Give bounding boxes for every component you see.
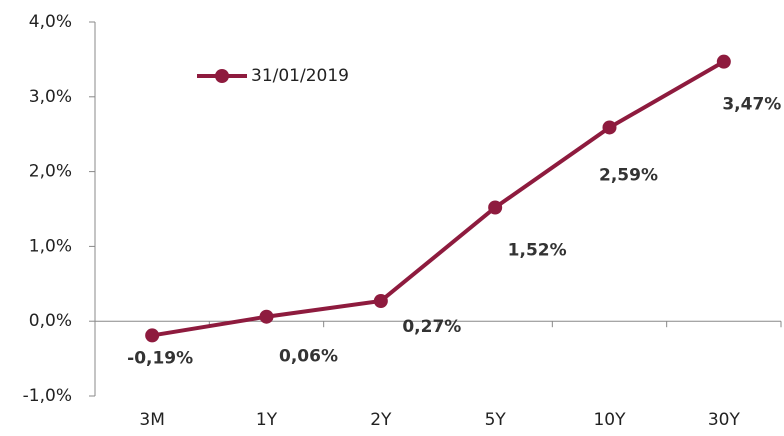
x-tick-label: 3M — [139, 410, 164, 430]
value-label: 0,27% — [402, 317, 461, 337]
y-tick-label: 0,0% — [29, 311, 72, 331]
value-label: 2,59% — [599, 165, 658, 185]
y-tick-label: 2,0% — [29, 162, 72, 182]
value-label: -0,19% — [127, 348, 193, 368]
series-line — [151, 59, 725, 338]
x-tick-label: 10Y — [593, 410, 626, 430]
legend-label: 31/01/2019 — [251, 66, 349, 86]
value-label: 0,06% — [279, 347, 338, 367]
point — [373, 294, 388, 309]
y-tick-label: 1,0% — [29, 236, 72, 256]
value-label: 1,52% — [508, 241, 567, 261]
x-tick-label: 5Y — [485, 410, 507, 430]
point — [602, 120, 617, 135]
legend-marker — [215, 69, 229, 83]
point — [716, 54, 731, 69]
point — [259, 309, 274, 324]
y-tick-label: 4,0% — [29, 12, 72, 32]
x-tick-label: 2Y — [370, 410, 392, 430]
point — [488, 200, 503, 215]
y-tick-label: -1,0% — [23, 386, 72, 406]
point — [145, 328, 160, 343]
x-tick-label: 30Y — [708, 410, 741, 430]
y-tick-label: 3,0% — [29, 87, 72, 107]
x-tick-label: 1Y — [256, 410, 278, 430]
value-label: 3,47% — [722, 95, 781, 115]
